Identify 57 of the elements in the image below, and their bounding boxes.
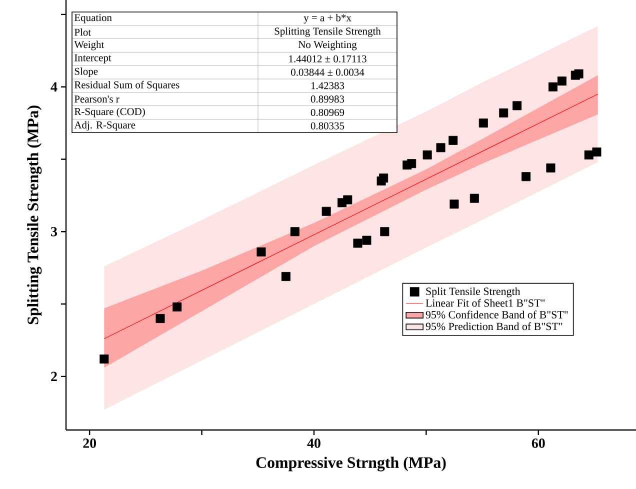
annotation: y = a + b*x: [304, 14, 352, 24]
point: [256, 247, 266, 256]
point: [592, 148, 602, 157]
point: [512, 101, 522, 110]
point: [557, 76, 566, 86]
point: [548, 82, 558, 92]
annotation: 0.80969: [310, 108, 344, 116]
y-tick-label: 3: [51, 226, 58, 236]
annotation: 1.44012 ± 0.17113: [289, 55, 366, 62]
annotation: No Weighting: [298, 40, 357, 50]
point: [546, 163, 556, 172]
annotation: Residual Sum of Squares: [74, 80, 180, 90]
annotation: Slope: [74, 68, 98, 78]
annotation: Adj. R-Square: [74, 121, 136, 131]
annotation: R-Square (COD): [74, 108, 145, 118]
point: [156, 314, 165, 324]
y-axis-title: Splitting Tensile Strength (MPa): [27, 106, 42, 324]
point: [343, 195, 352, 204]
point: [422, 150, 432, 160]
annotation: 0.89983: [310, 96, 344, 103]
point: [407, 159, 416, 168]
x-axis-title: Compressive Strngth (MPa): [256, 456, 446, 472]
point: [574, 69, 584, 78]
annotation: Equation: [74, 14, 112, 24]
annotation: Intercept: [74, 54, 112, 64]
point: [281, 272, 290, 282]
point: [436, 143, 446, 152]
point: [379, 174, 388, 183]
point: [353, 238, 362, 248]
annotation: 1.42383: [311, 82, 344, 90]
annotation: Weight: [74, 40, 104, 50]
annotation: Splitting Tensile Strength: [274, 27, 381, 37]
legend-label: Split Tensile Strength: [426, 287, 520, 298]
y-tick-label: 4: [50, 82, 58, 92]
point: [478, 118, 488, 128]
legend-label: Linear Fit of Sheet1 B"ST": [426, 298, 545, 307]
annotation: Pearson's r: [74, 96, 120, 103]
point: [470, 194, 479, 203]
legend-label: 95% Prediction Band of B"ST": [426, 322, 562, 330]
annotation: 0.80335: [310, 122, 344, 130]
point: [172, 302, 182, 312]
point: [448, 136, 458, 145]
point: [499, 108, 508, 118]
legend-label: 95% Confidence Band of B"ST": [426, 310, 568, 318]
x-tick-label: 60: [532, 438, 545, 448]
point: [362, 236, 372, 245]
point: [322, 206, 331, 216]
point: [380, 227, 390, 236]
x-tick-label: 20: [83, 438, 96, 448]
point: [290, 227, 300, 236]
point: [522, 172, 531, 182]
y-tick-label: 2: [51, 372, 57, 382]
annotation: Plot: [74, 28, 92, 36]
point: [450, 200, 459, 209]
point: [100, 354, 109, 364]
annotation: 0.03844 ± 0.0034: [291, 68, 364, 76]
x-tick-label: 40: [307, 438, 320, 448]
